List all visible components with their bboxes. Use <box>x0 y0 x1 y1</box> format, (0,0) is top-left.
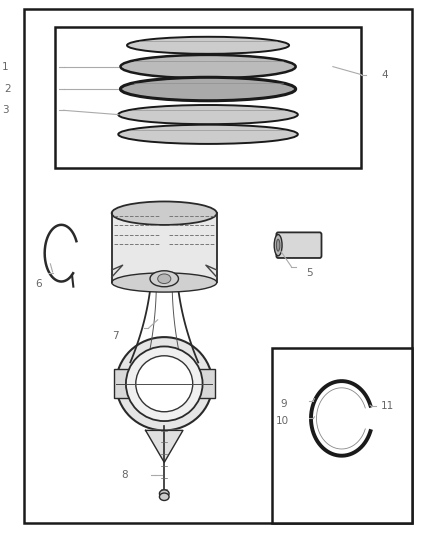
Text: 11: 11 <box>381 401 394 411</box>
Ellipse shape <box>126 346 202 421</box>
Ellipse shape <box>158 274 171 284</box>
Text: 9: 9 <box>280 399 287 409</box>
Bar <box>112 213 217 282</box>
Ellipse shape <box>274 235 282 256</box>
Text: 10: 10 <box>276 416 289 426</box>
Text: 6: 6 <box>35 279 42 288</box>
Ellipse shape <box>116 337 212 431</box>
Ellipse shape <box>118 105 298 124</box>
Polygon shape <box>145 431 183 462</box>
Ellipse shape <box>112 273 217 292</box>
Bar <box>272 348 412 523</box>
Ellipse shape <box>159 490 169 497</box>
Ellipse shape <box>159 493 169 500</box>
Text: 8: 8 <box>122 471 128 480</box>
Ellipse shape <box>120 55 296 78</box>
Text: 3: 3 <box>2 106 9 115</box>
Text: 4: 4 <box>381 70 388 79</box>
Ellipse shape <box>276 239 280 251</box>
Ellipse shape <box>127 37 289 54</box>
Bar <box>114 369 131 399</box>
Text: 7: 7 <box>112 331 118 341</box>
Ellipse shape <box>136 356 193 411</box>
Ellipse shape <box>150 271 179 287</box>
Ellipse shape <box>112 201 217 225</box>
Bar <box>197 369 215 399</box>
Bar <box>24 9 412 523</box>
Ellipse shape <box>120 77 296 101</box>
FancyBboxPatch shape <box>276 232 321 258</box>
Bar <box>55 27 361 168</box>
Text: 5: 5 <box>307 269 313 278</box>
Text: 2: 2 <box>4 84 11 94</box>
Ellipse shape <box>118 125 298 144</box>
Text: 1: 1 <box>2 62 9 71</box>
